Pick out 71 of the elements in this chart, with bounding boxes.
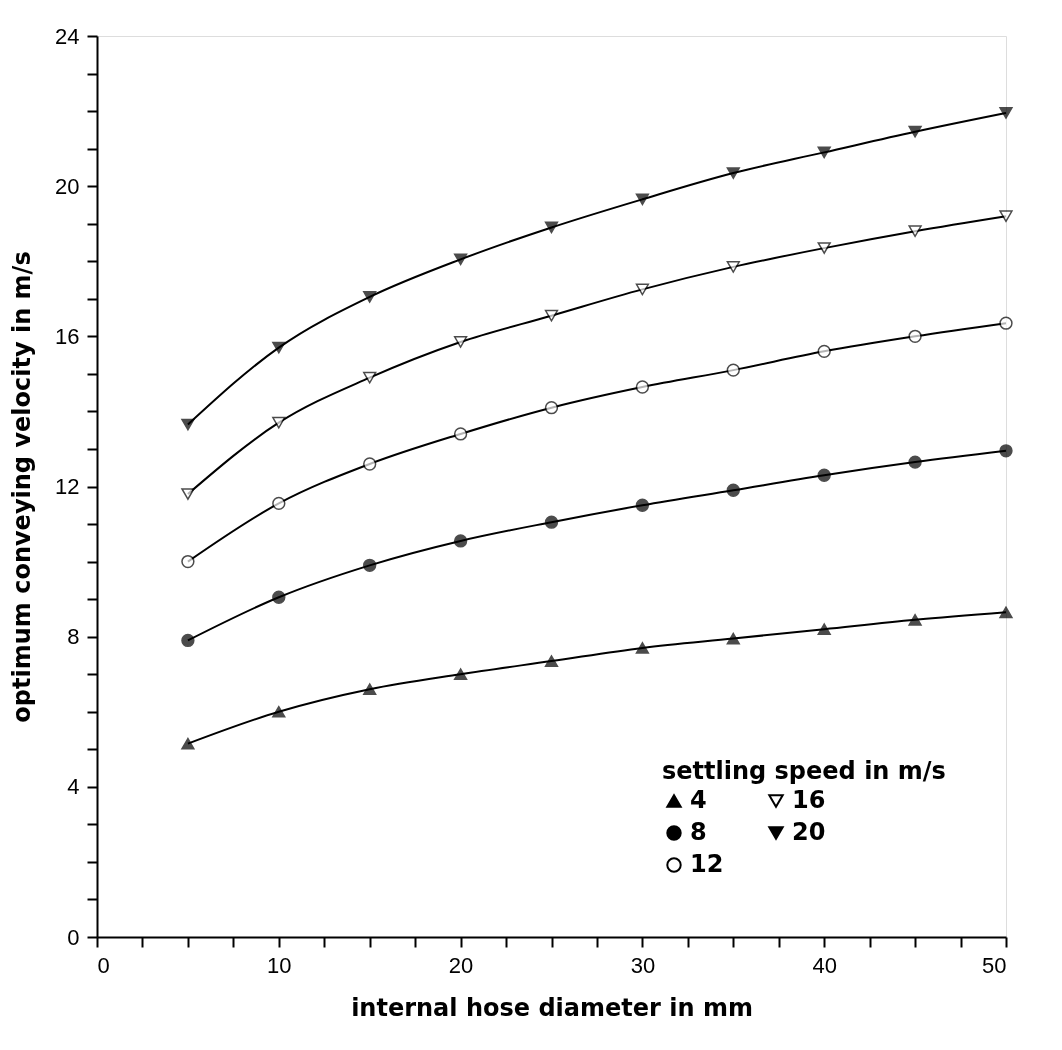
point xyxy=(635,498,650,512)
y-tick-label: 12 xyxy=(55,474,80,499)
x-axis-title: internal hose diameter in mm xyxy=(351,993,753,1022)
x-tick-label: 50 xyxy=(982,952,1007,978)
x-tick-label: 30 xyxy=(630,952,656,978)
y-tick-label: 16 xyxy=(55,323,80,349)
point xyxy=(363,683,377,696)
point xyxy=(181,554,195,569)
x-tick-label: 40 xyxy=(812,952,837,978)
legend-label: 4 xyxy=(690,786,707,814)
point xyxy=(272,416,286,429)
y-tick-label: 20 xyxy=(55,173,80,199)
legend-label: 8 xyxy=(690,818,707,846)
legend-title: settling speed in m/s xyxy=(662,757,946,785)
point xyxy=(999,210,1013,223)
point xyxy=(181,737,195,750)
point xyxy=(363,291,377,303)
point xyxy=(544,655,559,667)
point xyxy=(908,455,922,469)
point xyxy=(272,590,286,604)
point xyxy=(817,146,831,159)
point xyxy=(908,329,922,343)
point xyxy=(544,515,559,529)
point xyxy=(272,341,286,354)
point xyxy=(726,632,740,645)
x-tick-label: 0 xyxy=(97,952,110,978)
point xyxy=(453,336,468,348)
x-tick-label: 10 xyxy=(267,952,292,978)
point xyxy=(544,401,559,415)
point xyxy=(635,193,650,206)
point xyxy=(363,558,377,572)
point xyxy=(726,363,740,377)
point xyxy=(726,261,740,273)
point xyxy=(544,221,559,234)
point xyxy=(363,457,377,471)
point xyxy=(999,444,1013,458)
point xyxy=(635,283,650,296)
point xyxy=(181,633,195,648)
point xyxy=(908,225,922,238)
point xyxy=(363,371,377,384)
point xyxy=(453,253,468,266)
point xyxy=(635,642,650,654)
point xyxy=(726,167,740,179)
point xyxy=(908,125,922,138)
point xyxy=(181,488,195,500)
point xyxy=(817,242,831,254)
point xyxy=(453,668,468,681)
point xyxy=(272,496,286,511)
point xyxy=(181,418,195,431)
point xyxy=(817,623,831,636)
y-axis-title: optimum conveying velocity in m/s xyxy=(8,251,37,723)
legend-label: 12 xyxy=(690,850,724,878)
point xyxy=(272,705,286,718)
point xyxy=(817,468,831,482)
point xyxy=(999,606,1013,619)
legend-label: 20 xyxy=(792,818,826,846)
point xyxy=(999,107,1013,119)
legend-label: 16 xyxy=(792,786,826,814)
point xyxy=(817,344,831,358)
point xyxy=(453,427,468,441)
point xyxy=(999,316,1013,330)
y-tick-label: 0 xyxy=(67,924,80,950)
point xyxy=(635,380,650,394)
point xyxy=(908,613,922,626)
point xyxy=(544,309,559,322)
y-tick-label: 24 xyxy=(55,23,80,49)
x-tick-label: 20 xyxy=(448,952,474,978)
y-tick-label: 4 xyxy=(67,774,80,800)
point xyxy=(453,534,468,548)
y-tick-label: 8 xyxy=(67,624,80,650)
point xyxy=(726,483,740,497)
